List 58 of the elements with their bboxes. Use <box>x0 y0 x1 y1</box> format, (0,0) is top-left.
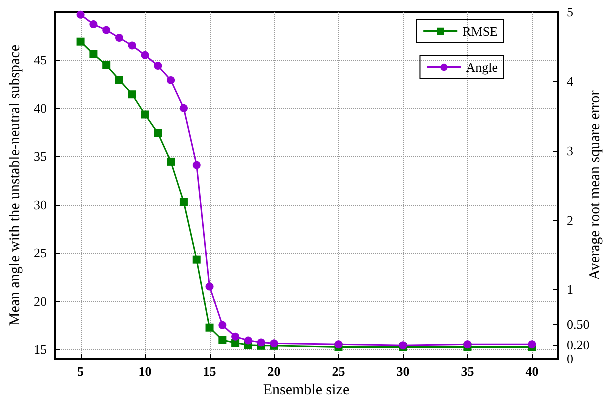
x-tick-label: 30 <box>396 364 410 380</box>
legend-label: Angle <box>466 60 498 75</box>
y-tick-label: 15 <box>34 342 47 357</box>
point <box>218 336 227 344</box>
point <box>192 161 201 170</box>
y-tick-label: 40 <box>34 100 47 116</box>
x-tick-label: 10 <box>138 364 152 380</box>
point <box>218 321 227 330</box>
y2-tick-label: 0 <box>567 352 574 367</box>
y2-tick-label: 2 <box>567 212 574 228</box>
point <box>102 26 111 34</box>
point <box>334 340 343 349</box>
x-axis-title: Ensemble size <box>263 382 350 398</box>
point <box>206 324 214 332</box>
x-tick-label: 20 <box>268 364 281 380</box>
y-axis-title: Mean angle with the unstable-neutral subspace <box>8 44 24 326</box>
y2-tick-label: 3 <box>567 143 574 158</box>
point <box>192 256 201 264</box>
point <box>154 62 162 70</box>
point <box>206 282 214 291</box>
y-tick-label: 25 <box>34 246 47 261</box>
y2-tick-label: 0.50 <box>567 316 590 332</box>
y2-tick-label: 5 <box>567 4 574 20</box>
y-tick-label: 45 <box>34 52 47 68</box>
point <box>141 110 150 119</box>
point <box>76 38 85 46</box>
y2-tick-label: 0.20 <box>567 338 590 353</box>
point <box>232 332 240 341</box>
point <box>528 340 536 349</box>
y2-axis-title: Average root mean square error <box>588 90 604 280</box>
point <box>141 51 150 60</box>
x-tick-label: 5 <box>78 364 85 380</box>
point <box>102 61 111 70</box>
y2-tick-label: 1 <box>567 282 574 298</box>
point <box>244 336 252 345</box>
point <box>115 34 124 42</box>
point <box>90 20 98 29</box>
point <box>167 76 176 84</box>
point <box>115 76 124 84</box>
point <box>154 129 162 138</box>
y-tick-label: 20 <box>34 294 47 309</box>
point <box>76 10 85 19</box>
legend-label: RMSE <box>462 24 498 39</box>
point <box>90 50 98 58</box>
point <box>257 338 266 347</box>
point <box>464 340 472 349</box>
x-tick-label: 40 <box>526 364 539 380</box>
x-tick-label: 15 <box>203 364 217 380</box>
y2-tick-label: 4 <box>567 74 574 89</box>
point <box>180 198 188 206</box>
point <box>167 158 176 166</box>
x-tick-label: 35 <box>461 364 475 380</box>
point <box>128 42 136 50</box>
point <box>128 90 136 99</box>
y-tick-label: 30 <box>34 197 47 212</box>
point <box>180 104 188 112</box>
x-tick-label: 25 <box>332 364 346 380</box>
y-tick-label: 35 <box>34 149 47 164</box>
